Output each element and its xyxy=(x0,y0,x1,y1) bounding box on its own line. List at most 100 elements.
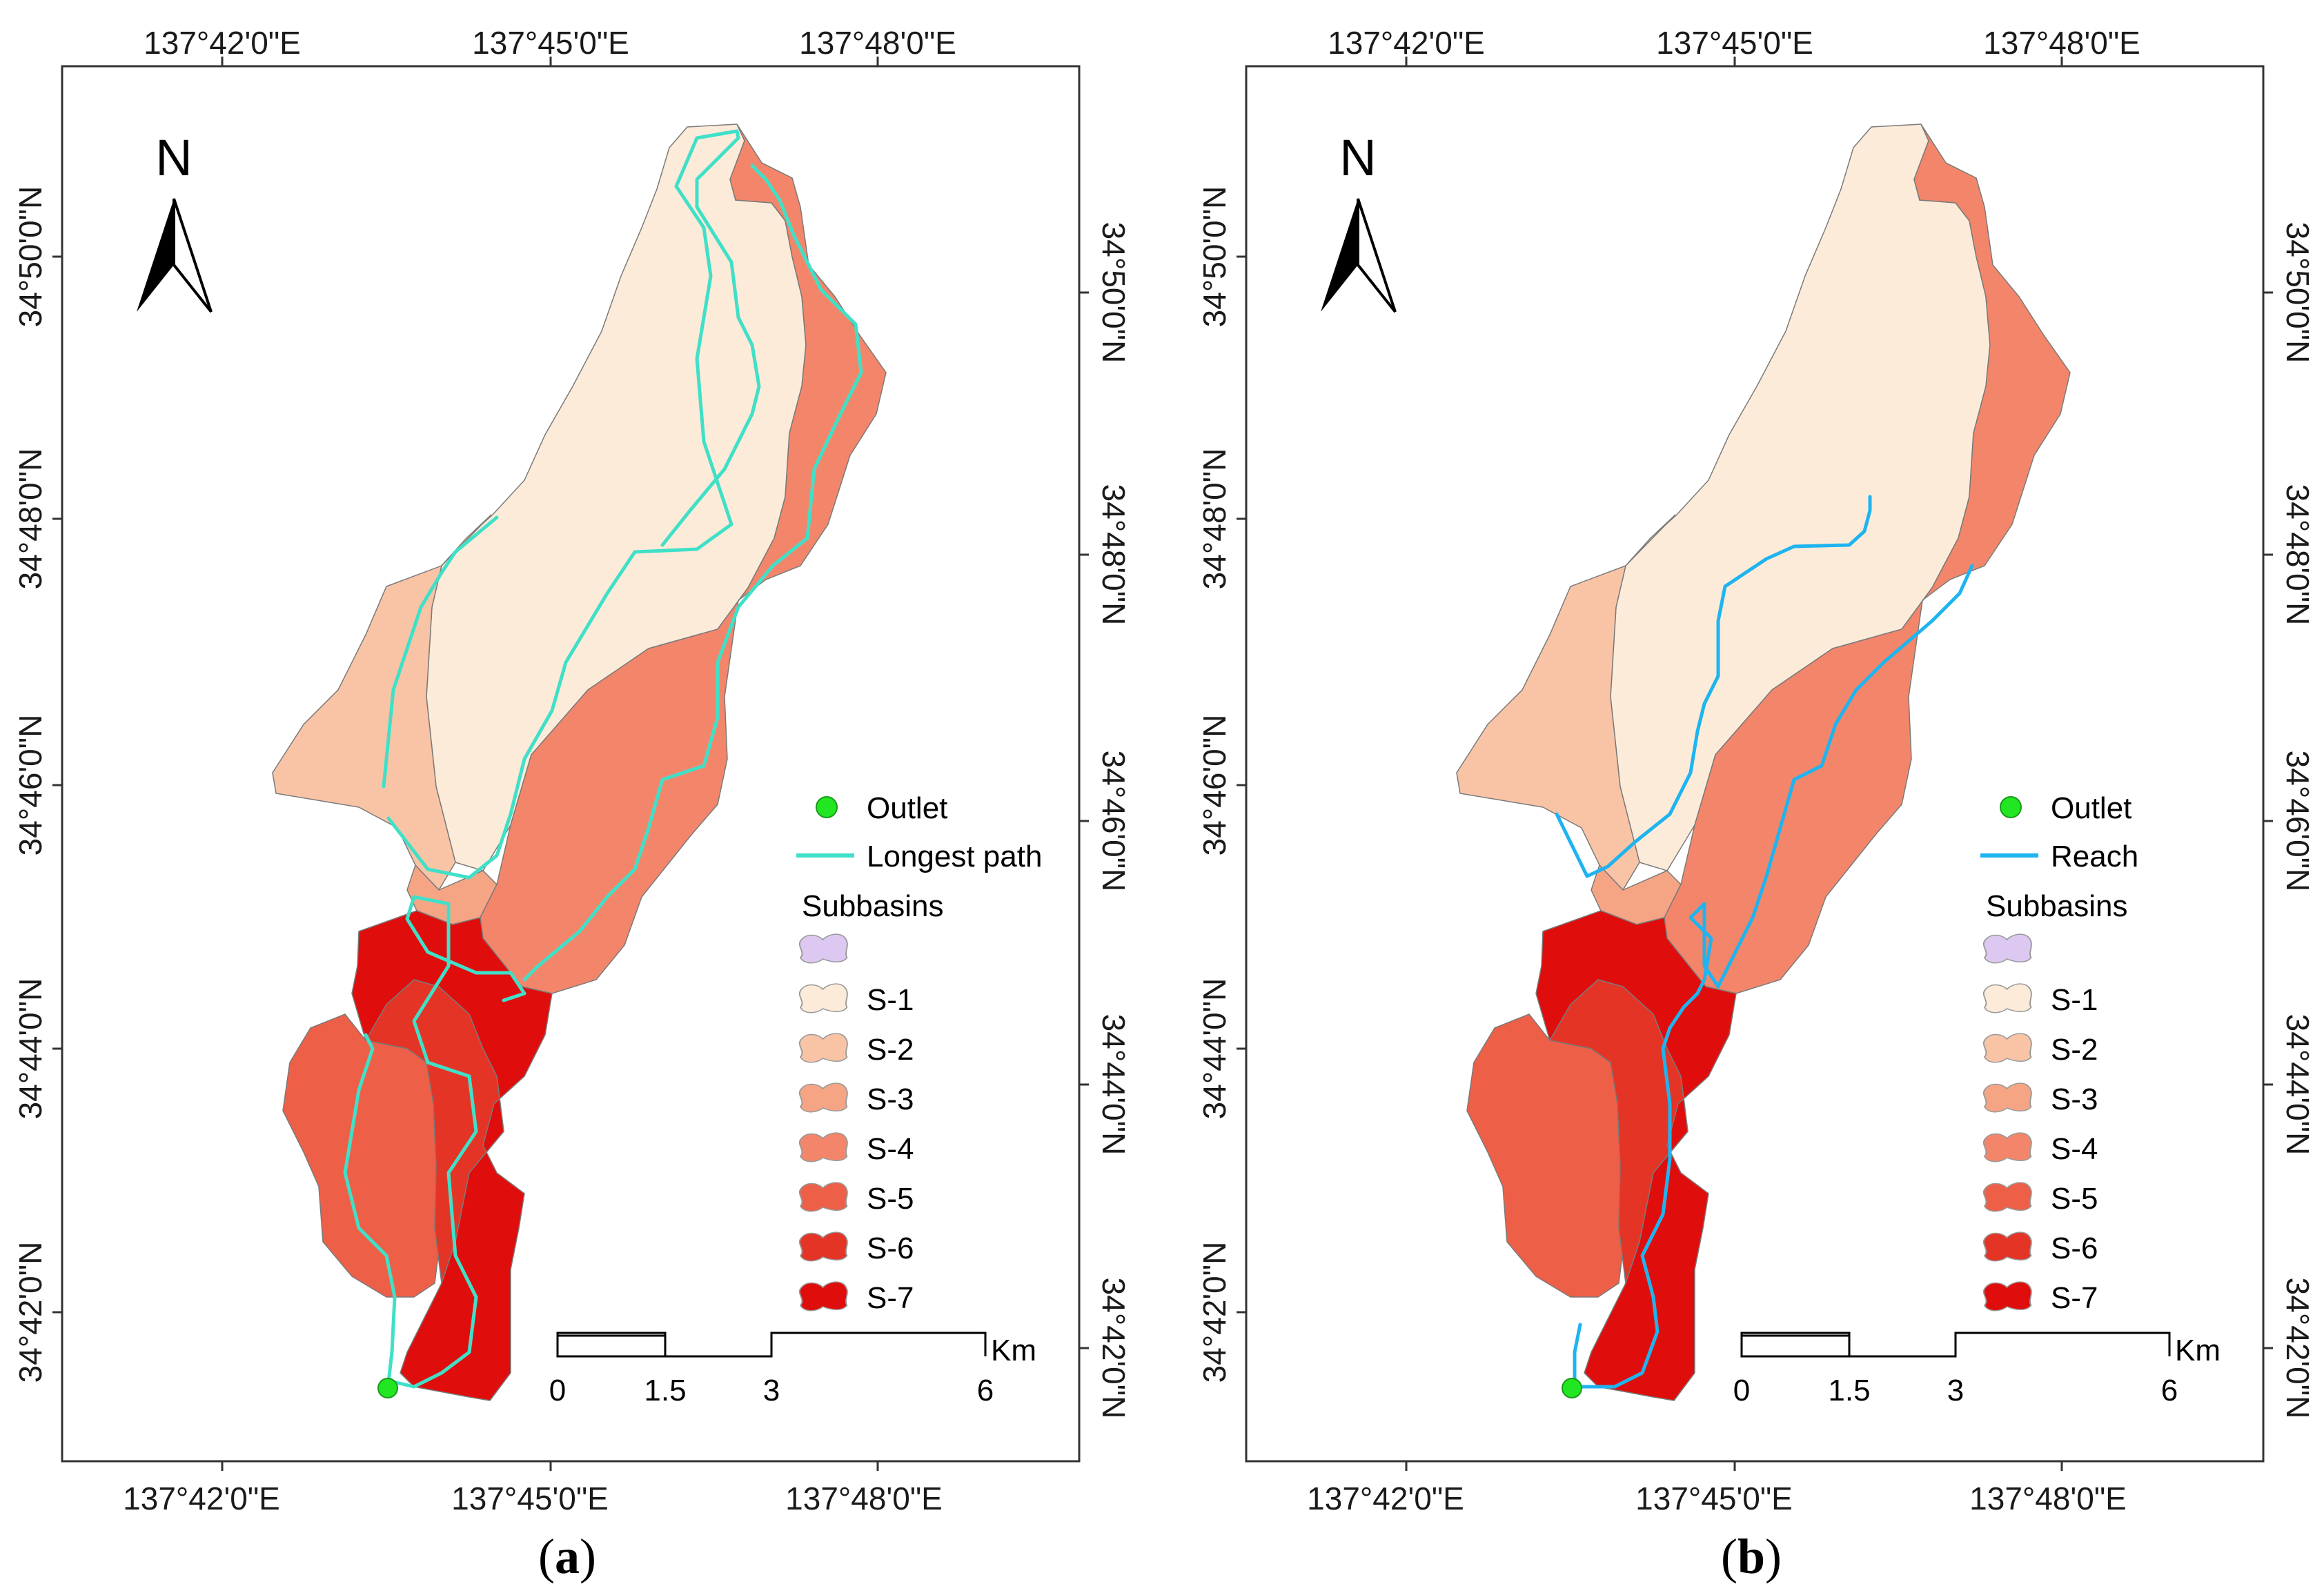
legend-subbasins-title: Subbasins xyxy=(1986,889,2127,923)
legend-swatch-s-4 xyxy=(1982,1132,2032,1162)
lat-tick-label-right: 34°48'0"N xyxy=(2280,484,2316,626)
legend-swatch-s-3 xyxy=(1982,1082,2032,1113)
lon-tick-label: 137°42'0"E xyxy=(123,1481,280,1516)
panel-caption: (b) xyxy=(1721,1529,1782,1584)
caption-letter: b xyxy=(1737,1529,1765,1584)
lat-tick-label-left: 34°50'0"N xyxy=(1197,186,1232,328)
lat-tick-label-left: 34°46'0"N xyxy=(1197,715,1232,856)
scale-outline xyxy=(556,1332,987,1358)
scale-label: 0 xyxy=(1733,1374,1750,1407)
legend-subbasin-label: S-4 xyxy=(2051,1132,2098,1166)
lat-tick-label-right: 34°42'0"N xyxy=(2280,1278,2316,1419)
lon-tick-label: 137°48'0"E xyxy=(1983,25,2140,61)
lon-tick-label: 137°42'0"E xyxy=(1328,25,1485,61)
lat-tick-label-left: 34°50'0"N xyxy=(12,186,48,328)
map-frame xyxy=(61,65,1081,1463)
legend-subbasin-label: S-7 xyxy=(867,1281,914,1315)
scale-bar: 0 1.5 3 6 Km xyxy=(549,1332,1036,1407)
lat-tick-label-right: 34°44'0"N xyxy=(2280,1014,2316,1156)
lon-tick-label: 137°48'0"E xyxy=(785,1481,943,1516)
legend-subbasin-label: S-2 xyxy=(2051,1033,2098,1067)
lat-tick-label-right: 34°48'0"N xyxy=(1096,484,1132,626)
scale-label: 1.5 xyxy=(1828,1374,1870,1407)
legend-swatch-s-4 xyxy=(798,1132,848,1162)
legend-subbasin-label: S-3 xyxy=(867,1082,914,1116)
legend-outlet-label: Outlet xyxy=(2051,791,2131,825)
scale-segment xyxy=(556,1334,667,1358)
north-arrow-icon xyxy=(173,198,213,313)
lon-tick-label: 137°45'0"E xyxy=(472,25,629,61)
lat-tick-label-right: 34°44'0"N xyxy=(1096,1014,1132,1156)
legend-line-label: Reach xyxy=(2051,840,2138,873)
north-arrow-icon xyxy=(1357,198,1397,313)
lat-tick-label-left: 34°42'0"N xyxy=(1197,1242,1232,1383)
scale-bar: 0 1.5 3 6 Km xyxy=(1733,1332,2220,1407)
caption-open: ( xyxy=(1721,1529,1737,1584)
north-arrow-icon xyxy=(137,199,174,312)
legend-swatch-s-3 xyxy=(798,1082,848,1113)
legend-subbasin-label: S-1 xyxy=(2051,983,2098,1017)
scale-outline xyxy=(1740,1332,2171,1358)
lat-tick-label-right: 34°50'0"N xyxy=(2280,222,2316,364)
lon-tick-label: 137°48'0"E xyxy=(1969,1481,2127,1516)
legend-subbasin-label: S-4 xyxy=(867,1132,914,1166)
lat-tick-label-right: 34°46'0"N xyxy=(2280,751,2316,892)
scale-label: 6 xyxy=(2161,1374,2178,1407)
legend-swatch-s-5 xyxy=(798,1182,848,1212)
scale-label: 0 xyxy=(549,1374,566,1407)
north-label: N xyxy=(155,129,192,186)
legend-outlet-label: Outlet xyxy=(867,791,947,825)
lat-tick-label-left: 34°46'0"N xyxy=(12,715,48,856)
scale-unit: Km xyxy=(2175,1334,2220,1367)
legend-swatch-s-6 xyxy=(1982,1231,2032,1262)
caption-letter: a xyxy=(555,1529,580,1584)
lon-tick-label: 137°45'0"E xyxy=(451,1481,609,1516)
map-panel-b: 137°42'0"E 137°45'0"E 137°48'0"E 137°42'0"E… xyxy=(1197,25,2316,1584)
scale-unit: Km xyxy=(991,1334,1036,1367)
legend-subbasin-label: S-6 xyxy=(2051,1231,2098,1265)
legend-subbasin-label: S-6 xyxy=(867,1231,914,1265)
scale-label: 6 xyxy=(977,1374,994,1407)
legend-swatch-s-7 xyxy=(1982,1281,2032,1312)
scale-label: 3 xyxy=(1947,1374,1964,1407)
lon-tick-label: 137°42'0"E xyxy=(1307,1481,1464,1516)
scale-label: 1.5 xyxy=(644,1374,686,1407)
panel-caption: (a) xyxy=(538,1529,596,1584)
caption-open: ( xyxy=(538,1529,555,1584)
lat-tick-label-left: 34°48'0"N xyxy=(12,448,48,590)
legend-subbasin-label: S-7 xyxy=(2051,1281,2098,1315)
legend-swatch-s-1 xyxy=(1982,983,2032,1013)
map-frame xyxy=(1245,65,2265,1463)
north-arrow-icon xyxy=(1321,199,1358,312)
legend-line-label: Longest path xyxy=(867,840,1042,873)
map-panel-a: 137°42'0"E 137°45'0"E 137°48'0"E 137°42'0"E… xyxy=(12,25,1132,1584)
legend-swatch-s-7 xyxy=(798,1281,848,1312)
legend-swatch-unlabeled xyxy=(798,933,848,964)
north-label: N xyxy=(1339,129,1376,186)
scale-label: 3 xyxy=(763,1374,780,1407)
legend-swatch-s-2 xyxy=(1982,1033,2032,1063)
lat-tick-label-left: 34°44'0"N xyxy=(1197,978,1232,1120)
caption-close: ) xyxy=(580,1529,596,1584)
lat-tick-label-left: 34°44'0"N xyxy=(12,978,48,1120)
legend-subbasin-label: S-5 xyxy=(2051,1182,2098,1216)
lon-tick-label: 137°45'0"E xyxy=(1656,25,1813,61)
outlet-marker xyxy=(1562,1378,1582,1398)
legend-subbasin-label: S-5 xyxy=(867,1182,914,1216)
scale-segment xyxy=(1740,1334,1851,1358)
lat-tick-label-left: 34°42'0"N xyxy=(12,1242,48,1383)
legend-swatch-s-5 xyxy=(1982,1182,2032,1212)
legend-swatch-unlabeled xyxy=(1982,933,2032,964)
legend-swatch-s-2 xyxy=(798,1033,848,1063)
lat-tick-label-left: 34°48'0"N xyxy=(1197,448,1232,590)
legend-outlet-symbol xyxy=(2000,796,2022,818)
legend-subbasins-title: Subbasins xyxy=(802,889,943,923)
longest-path-line xyxy=(343,129,863,1389)
lat-tick-label-right: 34°42'0"N xyxy=(1096,1278,1132,1419)
caption-close: ) xyxy=(1765,1529,1782,1584)
legend-subbasin-label: S-1 xyxy=(867,983,914,1017)
reach-line xyxy=(1555,495,1974,1389)
lon-tick-label: 137°45'0"E xyxy=(1635,1481,1793,1516)
outlet-marker xyxy=(377,1378,398,1398)
